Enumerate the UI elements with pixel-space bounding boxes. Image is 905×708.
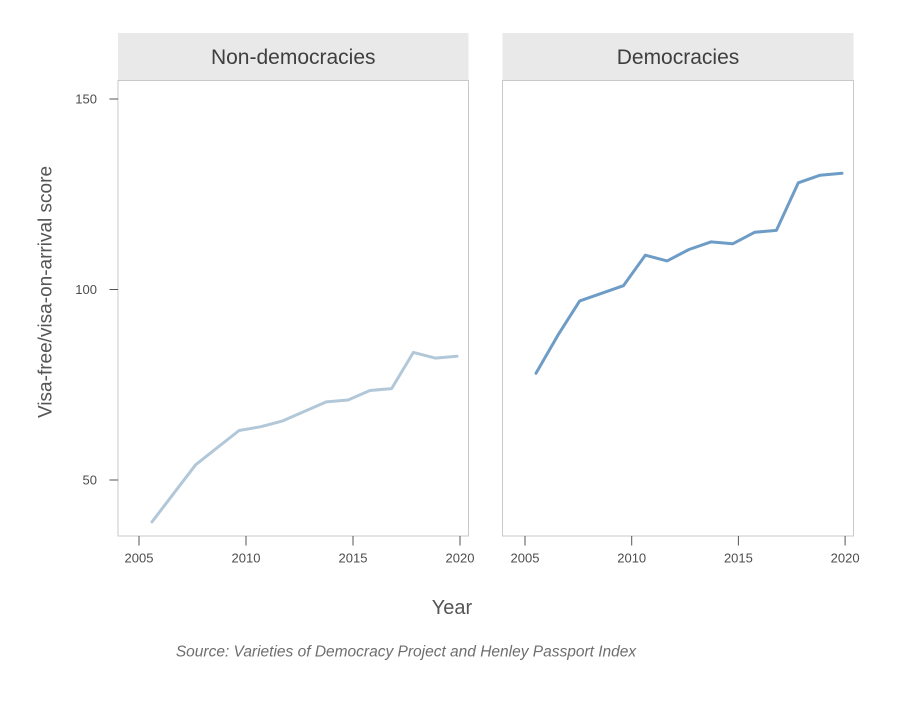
facet-strip-0 xyxy=(118,33,469,81)
non-democracies-line xyxy=(150,350,459,524)
x-tick-label: 2020 xyxy=(446,551,475,566)
x-tick-label: 2005 xyxy=(125,551,154,566)
x-tick-label: 2020 xyxy=(831,551,860,566)
y-axis-title: Visa-free/visa-on-arrival score xyxy=(36,166,57,418)
panel-border-1 xyxy=(502,80,854,537)
x-tick-label: 2010 xyxy=(232,551,261,566)
x-tick-label: 2005 xyxy=(511,551,540,566)
democracies-line xyxy=(534,171,844,375)
y-tick-label: 150 xyxy=(75,92,97,107)
x-tick-label: 2010 xyxy=(617,551,646,566)
facet-strip-1 xyxy=(502,33,854,81)
facet-title-0: Non-democracies xyxy=(211,46,376,69)
x-tick-label: 2015 xyxy=(724,551,753,566)
y-tick-label: 50 xyxy=(83,473,97,488)
x-axis-title: Year xyxy=(432,597,473,619)
y-tick-label: 100 xyxy=(75,282,97,297)
x-tick-label: 2015 xyxy=(339,551,368,566)
source-note: Source: Varieties of Democracy Project a… xyxy=(176,643,638,660)
panel-border-0 xyxy=(117,80,469,537)
facet-title-1: Democracies xyxy=(617,46,740,69)
